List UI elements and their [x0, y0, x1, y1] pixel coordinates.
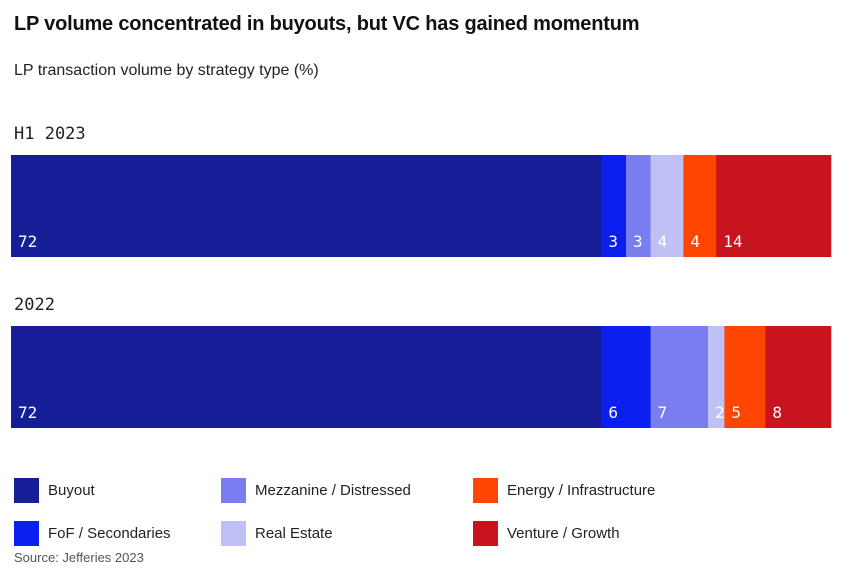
- data-label-h1-2023-fof-secondaries: 3: [608, 232, 618, 251]
- data-label-h1-2023-mezzanine-distressed: 3: [633, 232, 643, 251]
- source-note: Source: Jefferies 2023: [14, 550, 144, 565]
- legend-swatch-venture: [473, 521, 498, 546]
- data-label-h1-2023-energy-infrastructure: 4: [690, 232, 700, 251]
- legend-swatch-mezzanine: [221, 478, 246, 503]
- chart-subtitle: LP transaction volume by strategy type (…: [14, 62, 319, 79]
- bar-segment-h1-2023-fof-secondaries: [601, 155, 627, 257]
- data-label-2022-fof-secondaries: 6: [608, 403, 618, 422]
- bar-segment-2022-energy-infrastructure: [724, 326, 766, 428]
- legend-swatch-real-estate: [221, 521, 246, 546]
- bar-segment-2022-fof-secondaries: [601, 326, 651, 428]
- chart-title: LP volume concentrated in buyouts, but V…: [14, 13, 640, 35]
- row-label-2022: 2022: [14, 295, 55, 315]
- bar-segment-h1-2023-mezzanine-distressed: [626, 155, 651, 257]
- bar-segment-h1-2023-real-estate: [650, 155, 684, 257]
- bar-segment-2022-buyout: [11, 326, 602, 428]
- legend-label-fof: FoF / Secondaries: [48, 525, 171, 542]
- bar-segment-2022-venture-growth: [765, 326, 832, 428]
- bar-segment-h1-2023-energy-infrastructure: [683, 155, 717, 257]
- data-label-2022-venture-growth: 8: [772, 403, 782, 422]
- bar-segment-2022-mezzanine-distressed: [650, 326, 709, 428]
- data-label-2022-mezzanine-distressed: 7: [658, 403, 668, 422]
- bar-segment-h1-2023-buyout: [11, 155, 602, 257]
- data-label-2022-buyout: 72: [18, 403, 37, 422]
- legend-swatch-buyout: [14, 478, 39, 503]
- legend-label-venture: Venture / Growth: [507, 525, 620, 542]
- legend-label-buyout: Buyout: [48, 482, 95, 499]
- data-label-2022-energy-infrastructure: 5: [731, 403, 741, 422]
- legend-swatch-fof: [14, 521, 39, 546]
- legend-label-energy: Energy / Infrastructure: [507, 482, 656, 499]
- data-label-h1-2023-real-estate: 4: [658, 232, 668, 251]
- legend-swatch-energy: [473, 478, 498, 503]
- legend-label-mezzanine: Mezzanine / Distressed: [255, 482, 411, 499]
- bar-segment-h1-2023-venture-growth: [716, 155, 832, 257]
- bar-segment-2022-real-estate: [708, 326, 725, 428]
- legend-label-real-estate: Real Estate: [255, 525, 333, 542]
- data-label-h1-2023-venture-growth: 14: [723, 232, 742, 251]
- data-label-h1-2023-buyout: 72: [18, 232, 37, 251]
- data-label-2022-real-estate: 2: [715, 403, 725, 422]
- row-label-h1-2023: H1 2023: [14, 124, 86, 144]
